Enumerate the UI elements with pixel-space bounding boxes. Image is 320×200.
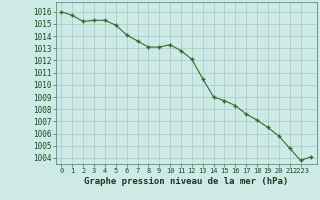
X-axis label: Graphe pression niveau de la mer (hPa): Graphe pression niveau de la mer (hPa) [84,177,289,186]
